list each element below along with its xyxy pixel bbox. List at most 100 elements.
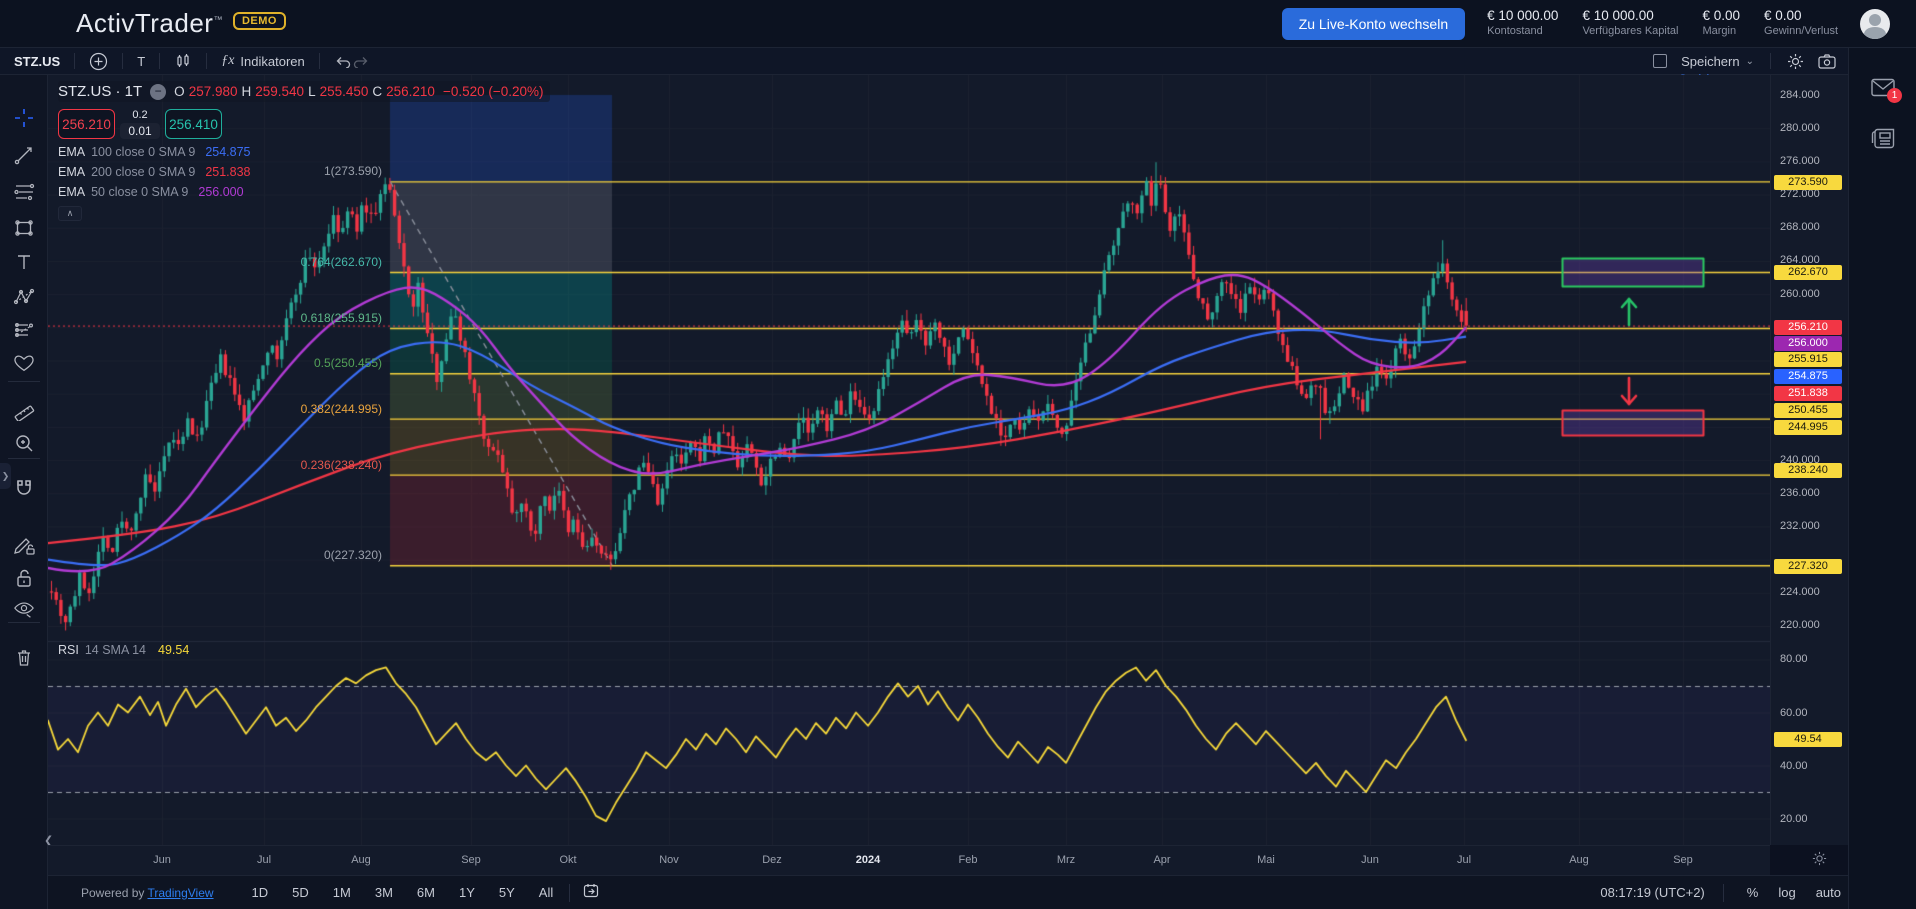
save-checkbox[interactable]	[1653, 54, 1667, 68]
chart-area[interactable]: STZ.US · 1T − O257.980H259.540L255.450C2…	[48, 75, 1770, 845]
fib-level-label: 0.382(244.995)	[301, 402, 382, 416]
save-button[interactable]: Speichern⌄	[1681, 54, 1754, 69]
tool-hide-drawings-icon[interactable]	[7, 594, 41, 624]
tool-trend-line-icon[interactable]	[7, 140, 41, 170]
log-scale-button[interactable]: log	[1773, 883, 1800, 902]
mail-count-badge: 1	[1887, 88, 1902, 103]
price-tick: 20.00	[1780, 813, 1808, 825]
trademark: ™	[213, 14, 223, 24]
tool-remove-drawings-icon[interactable]	[7, 643, 41, 673]
tool-xabcd-pattern-icon[interactable]	[7, 282, 41, 312]
indicators-button[interactable]: ƒxIndikatoren	[221, 53, 305, 69]
spread: 0.2 0.01	[118, 109, 162, 139]
price-tick: 224.000	[1780, 586, 1820, 598]
tool-crosshair-icon[interactable]	[7, 103, 41, 133]
axis-settings-gear-icon[interactable]	[1812, 851, 1827, 871]
stat-value: € 10 000.00	[1582, 8, 1678, 25]
commission-value: 0.01	[120, 123, 159, 139]
time-tick: Okt	[559, 854, 576, 866]
trading-app: ActivTrader™ DEMO Zu Live-Konto wechseln…	[0, 0, 1916, 909]
undo-button[interactable]	[334, 54, 352, 68]
switch-to-live-button[interactable]: Zu Live-Konto wechseln	[1282, 8, 1465, 40]
chevron-down-icon: ⌄	[1746, 56, 1754, 67]
range-1m-button[interactable]: 1M	[325, 882, 359, 903]
change-value: −0.520 (−0.20%)	[443, 84, 544, 99]
tool-zoom-in-icon[interactable]	[7, 428, 41, 458]
ema-legend-row[interactable]: EMA100 close 0 SMA 9254.875	[58, 145, 550, 159]
auto-scale-button[interactable]: auto	[1811, 883, 1846, 902]
price-tick: 60.00	[1780, 707, 1808, 719]
top-header: ActivTrader™ DEMO Zu Live-Konto wechseln…	[0, 0, 1916, 48]
brand: ActivTrader™ DEMO	[76, 8, 286, 39]
hide-indicator-icon[interactable]: −	[150, 84, 166, 100]
tradingview-link[interactable]: TradingView	[148, 886, 214, 900]
range-5d-button[interactable]: 5D	[284, 882, 317, 903]
divider	[206, 53, 207, 69]
redo-button[interactable]	[352, 54, 370, 68]
tool-forecast-icon[interactable]	[7, 315, 41, 345]
time-tick: Aug	[1569, 854, 1589, 866]
fib-level-label: 0.618(255.915)	[301, 311, 382, 325]
price-label-badge: 273.590	[1774, 175, 1842, 190]
legend-collapse-button[interactable]: ∧	[58, 206, 82, 221]
legend-symbol-interval[interactable]: STZ.US · 1T	[58, 83, 142, 100]
bottom-bar: Powered by TradingView 1D5D1M3M6M1Y5YAll…	[48, 875, 1916, 909]
panel-expander[interactable]: ❯	[0, 463, 11, 489]
spread-value: 0.2	[132, 109, 147, 121]
time-axis[interactable]: JunJulAugSepOktNovDez2024FebMrzAprMaiJun…	[48, 845, 1770, 875]
divider	[8, 381, 40, 382]
tool-ruler-icon[interactable]	[7, 395, 41, 425]
ema-legend-row[interactable]: EMA50 close 0 SMA 9256.000	[58, 185, 550, 199]
range-3m-button[interactable]: 3M	[367, 882, 401, 903]
ohlc-value: 257.980	[189, 84, 238, 99]
divider	[8, 458, 40, 459]
rsi-legend[interactable]: RSI 14 SMA 14 49.54	[58, 643, 189, 657]
mail-icon[interactable]: 1	[1871, 78, 1895, 102]
price-tick: 268.000	[1780, 221, 1820, 233]
interval-button[interactable]: T	[137, 54, 145, 69]
settings-gear-icon[interactable]	[1787, 53, 1804, 70]
ema-legend-rows: EMA100 close 0 SMA 9254.875 EMA200 close …	[58, 145, 550, 199]
goto-date-button[interactable]	[578, 881, 605, 904]
tool-magnet-icon[interactable]	[7, 473, 41, 503]
percent-scale-button[interactable]: %	[1742, 883, 1764, 902]
stat-value: € 0.00	[1702, 8, 1740, 25]
news-icon[interactable]	[1871, 128, 1895, 154]
screenshot-camera-icon[interactable]	[1818, 54, 1836, 69]
range-6m-button[interactable]: 6M	[409, 882, 443, 903]
price-axis[interactable]: 284.000280.000276.000272.000268.000264.0…	[1770, 75, 1848, 845]
buy-button[interactable]: 256.410	[165, 109, 222, 139]
range-1y-button[interactable]: 1Y	[451, 882, 483, 903]
avatar[interactable]	[1860, 9, 1890, 39]
tool-heart-icon[interactable]	[7, 348, 41, 378]
chart-type-button[interactable]	[174, 52, 192, 70]
symbol-add-button[interactable]	[89, 52, 108, 71]
price-label-badge: 255.915	[1774, 352, 1842, 367]
time-tick: Sep	[1673, 854, 1693, 866]
price-tick: 80.00	[1780, 653, 1808, 665]
account-stat: € 0.00Margin	[1702, 8, 1740, 39]
divider	[74, 53, 75, 69]
tool-lock-all-icon[interactable]	[7, 563, 41, 593]
right-icon-strip: 1	[1848, 48, 1916, 909]
tool-text-icon[interactable]	[7, 247, 41, 277]
price-tick: 284.000	[1780, 89, 1820, 101]
price-label-badge: 49.54	[1774, 732, 1842, 747]
ohlc-value: 259.540	[255, 84, 304, 99]
price-label-badge: 238.240	[1774, 463, 1842, 478]
time-tick: Mrz	[1057, 854, 1075, 866]
chart-legend: STZ.US · 1T − O257.980H259.540L255.450C2…	[58, 81, 550, 221]
tool-fib-retracement-icon[interactable]	[7, 177, 41, 207]
symbol-label[interactable]: STZ.US	[14, 54, 60, 69]
sell-button[interactable]: 256.210	[58, 109, 115, 139]
ema-legend-row[interactable]: EMA200 close 0 SMA 9251.838	[58, 165, 550, 179]
range-all-button[interactable]: All	[531, 882, 561, 903]
time-tick: Jun	[153, 854, 171, 866]
range-5y-button[interactable]: 5Y	[491, 882, 523, 903]
range-1d-button[interactable]: 1D	[244, 882, 277, 903]
tool-draw-lock-icon[interactable]	[7, 530, 41, 560]
price-label-badge: 256.210	[1774, 320, 1842, 335]
tool-rectangle-icon[interactable]	[7, 213, 41, 243]
clock[interactable]: 08:17:19 (UTC+2)	[1600, 885, 1704, 900]
time-tick: Jun	[1361, 854, 1379, 866]
